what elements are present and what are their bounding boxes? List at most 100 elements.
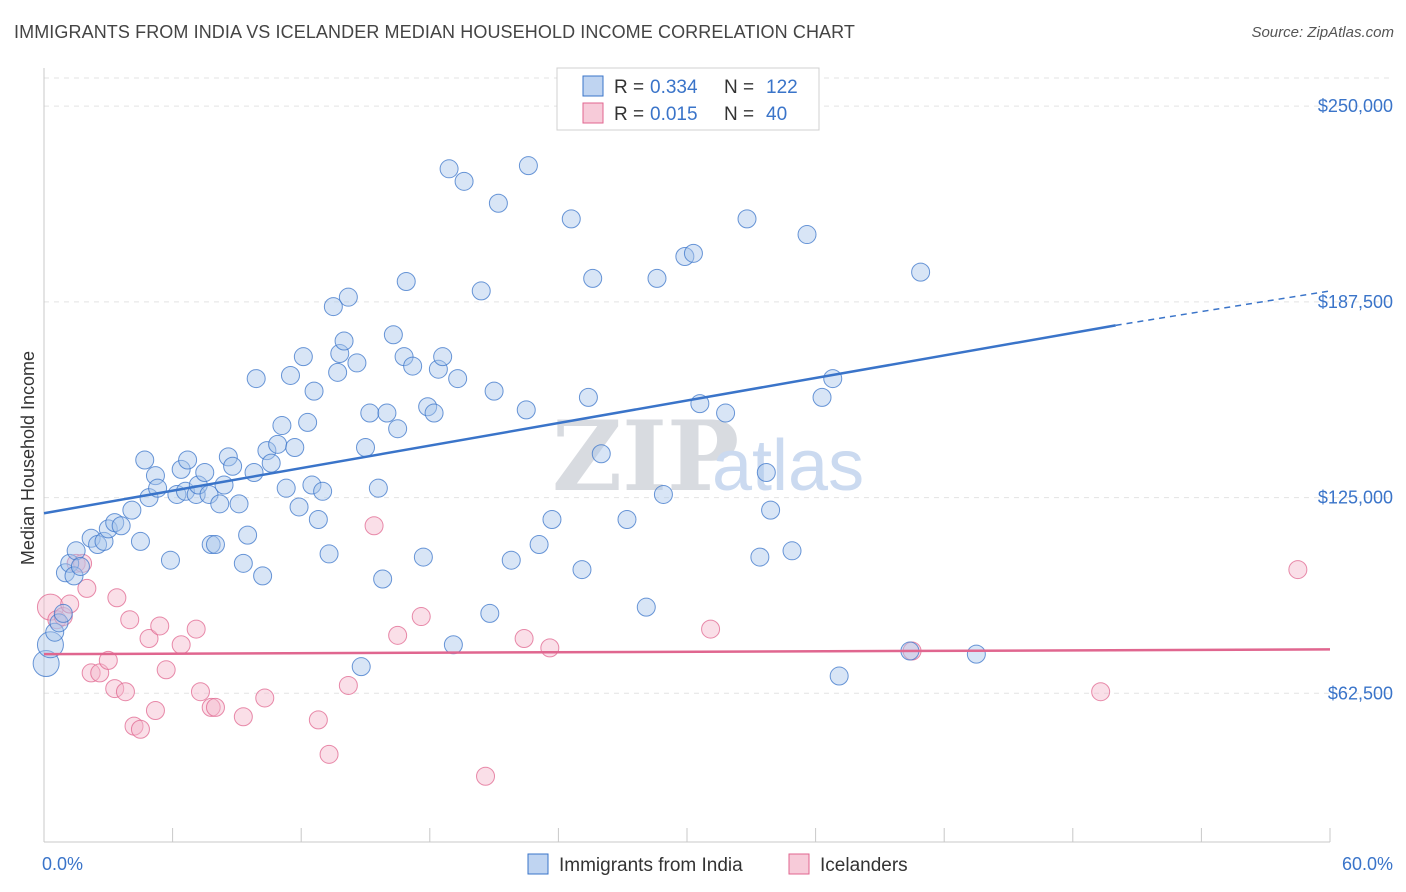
icelanders-point [60, 594, 80, 614]
icelanders-point [701, 619, 721, 639]
series-legend-label-india: Immigrants from India [559, 855, 743, 876]
india-point [201, 535, 221, 555]
india-point [145, 466, 165, 486]
india-point [388, 419, 408, 439]
india-point [330, 344, 350, 364]
icelanders-point [186, 619, 206, 639]
india-point [238, 525, 258, 545]
y-tick-label: $187,500 [1318, 292, 1393, 312]
chart-title: IMMIGRANTS FROM INDIA VS ICELANDER MEDIA… [14, 22, 856, 42]
india-point [516, 400, 536, 420]
india-trend-extension [1115, 290, 1331, 327]
india-point [737, 209, 757, 229]
icelanders-point [388, 625, 408, 645]
india-point [178, 450, 198, 470]
india-point [53, 603, 73, 623]
india-point [439, 159, 459, 179]
icelanders-point [308, 710, 328, 730]
india-point [218, 447, 238, 467]
india-point [591, 444, 611, 464]
india-point [351, 657, 371, 677]
india-point [246, 369, 266, 389]
india-point [360, 403, 380, 423]
india-point [829, 666, 849, 686]
india-point [443, 635, 463, 655]
india-point [403, 356, 423, 376]
india-point [66, 541, 86, 561]
legend-swatch-icelanders [582, 102, 604, 124]
india-point [471, 281, 491, 301]
legend-n-label-icelanders: N = [724, 104, 754, 125]
india-point [111, 516, 131, 536]
gridlines [44, 77, 1394, 694]
india-point [195, 463, 215, 483]
legend-r-value-icelanders: 0.015 [650, 104, 698, 125]
india-point [653, 484, 673, 504]
india-point [756, 463, 776, 483]
india-point [572, 560, 592, 580]
tick-labels: $62,500 $125,000 $187,500 $250,000 [1318, 96, 1393, 703]
y-tick-label: $250,000 [1318, 96, 1393, 116]
x-tick-label-min: 0.0% [42, 854, 83, 874]
series-legend: Immigrants from India Icelanders [527, 853, 908, 876]
series-legend-swatch-india [527, 853, 549, 875]
icelanders-point [156, 660, 176, 680]
icelanders-point [233, 707, 253, 727]
india-points [32, 156, 986, 686]
icelanders-point [150, 616, 170, 636]
india-point [272, 416, 292, 436]
india-point [289, 497, 309, 517]
india-point [313, 481, 333, 501]
india-point [377, 403, 397, 423]
india-point [32, 650, 60, 678]
icelanders-point [411, 607, 431, 627]
stats-legend: R = 0.334 N = 122 R = 0.015 N = 40 [556, 67, 820, 131]
india-point [529, 535, 549, 555]
india-point [356, 437, 375, 457]
india-point [302, 475, 322, 495]
icelanders-point [255, 688, 275, 708]
india-point [636, 597, 656, 617]
india-point [328, 362, 348, 382]
india-point [647, 268, 667, 288]
india-point [424, 403, 444, 423]
india-point [454, 171, 474, 191]
india-point [280, 365, 300, 385]
icelanders-point [201, 697, 221, 717]
icelanders-point [130, 719, 150, 739]
india-point [210, 494, 230, 514]
india-point [396, 272, 416, 292]
india-point [49, 613, 69, 633]
india-point [285, 437, 305, 457]
india-point [797, 225, 817, 245]
india-point [428, 359, 448, 379]
icelanders-point [139, 628, 159, 648]
legend-n-value-india: 122 [766, 77, 798, 98]
india-point [347, 353, 367, 373]
india-point [368, 478, 388, 498]
india-point [518, 156, 538, 176]
y-tick-label: $125,000 [1318, 488, 1393, 508]
india-point [229, 494, 249, 514]
india-point [36, 631, 64, 659]
india-point [64, 566, 84, 586]
icelanders-point [98, 650, 118, 670]
legend-r-value-india: 0.334 [650, 77, 698, 98]
india-point [617, 509, 637, 529]
axes [43, 68, 1331, 843]
icelanders-point [107, 588, 127, 608]
india-point [233, 553, 253, 573]
india-point [253, 566, 273, 586]
india-point [171, 459, 191, 479]
legend-swatch-india [582, 75, 604, 97]
y-tick-label: $62,500 [1328, 683, 1393, 703]
india-point [373, 569, 393, 589]
series-legend-label-icelanders: Icelanders [820, 855, 908, 876]
india-point [298, 412, 318, 432]
legend-r-label-india: R = [614, 77, 644, 98]
india-point [578, 387, 598, 407]
legend-n-value-icelanders: 40 [766, 104, 787, 125]
india-point [413, 547, 433, 567]
y-axis-label: Median Household Income [18, 351, 38, 565]
